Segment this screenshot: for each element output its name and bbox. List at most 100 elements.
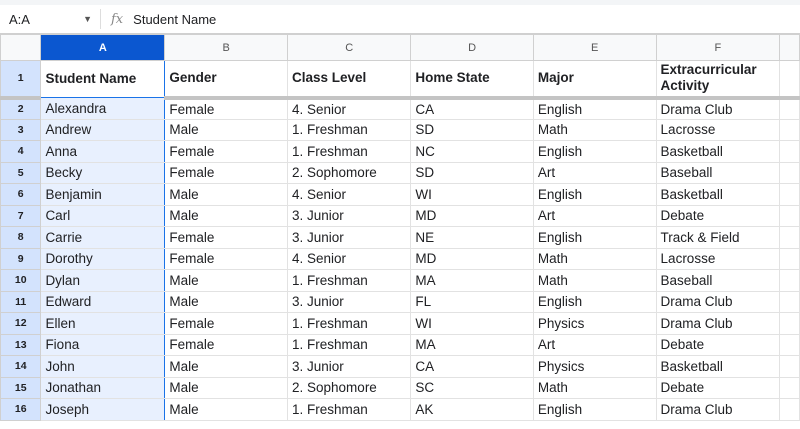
cell[interactable]: MD bbox=[410, 204, 534, 227]
cell[interactable]: Physics bbox=[532, 312, 657, 335]
header-cell[interactable]: Major bbox=[532, 60, 657, 100]
cell[interactable]: 2. Sophomore bbox=[287, 376, 412, 399]
column-header-e[interactable]: E bbox=[532, 34, 657, 61]
cell[interactable]: Drama Club bbox=[655, 312, 781, 335]
row-header[interactable]: 2 bbox=[0, 97, 42, 120]
cell[interactable]: Dylan bbox=[40, 269, 166, 292]
cell[interactable]: Basketball bbox=[655, 355, 781, 378]
cell[interactable]: Carl bbox=[40, 204, 166, 227]
cell[interactable] bbox=[779, 355, 800, 378]
cell[interactable]: Male bbox=[164, 398, 289, 421]
header-cell[interactable]: Extracurricular Activity bbox=[655, 60, 781, 100]
cell[interactable]: Female bbox=[164, 161, 289, 184]
row-header[interactable]: 15 bbox=[0, 376, 42, 399]
cell[interactable]: WI bbox=[410, 312, 534, 335]
row-header[interactable]: 13 bbox=[0, 333, 42, 356]
column-header-a[interactable]: A bbox=[40, 34, 166, 61]
cell[interactable]: English bbox=[532, 97, 657, 120]
cell[interactable] bbox=[779, 290, 800, 313]
cell[interactable]: English bbox=[532, 398, 657, 421]
cell[interactable]: Art bbox=[532, 161, 657, 184]
cell[interactable]: Drama Club bbox=[655, 97, 781, 120]
cell[interactable]: Female bbox=[164, 312, 289, 335]
cell[interactable]: Debate bbox=[655, 204, 781, 227]
column-header-f[interactable]: F bbox=[655, 34, 781, 61]
cell[interactable]: 2. Sophomore bbox=[287, 161, 412, 184]
cell[interactable]: 3. Junior bbox=[287, 204, 412, 227]
cell[interactable] bbox=[779, 376, 800, 399]
row-header[interactable]: 5 bbox=[0, 161, 42, 184]
cell[interactable]: Edward bbox=[40, 290, 166, 313]
cell[interactable]: Carrie bbox=[40, 226, 166, 249]
header-cell[interactable]: Home State bbox=[410, 60, 534, 100]
column-header-c[interactable]: C bbox=[287, 34, 412, 61]
cell[interactable]: Debate bbox=[655, 376, 781, 399]
cell[interactable]: CA bbox=[410, 355, 534, 378]
cell[interactable]: Art bbox=[532, 333, 657, 356]
cell[interactable] bbox=[779, 226, 800, 249]
cell[interactable]: English bbox=[532, 290, 657, 313]
cell[interactable]: 1. Freshman bbox=[287, 312, 412, 335]
cell[interactable]: CA bbox=[410, 97, 534, 120]
cell[interactable] bbox=[779, 247, 800, 270]
cell[interactable]: Drama Club bbox=[655, 398, 781, 421]
row-header[interactable]: 1 bbox=[0, 60, 42, 100]
cell[interactable]: Math bbox=[532, 376, 657, 399]
cell[interactable]: Baseball bbox=[655, 161, 781, 184]
cell[interactable]: Becky bbox=[40, 161, 166, 184]
cell[interactable]: English bbox=[532, 226, 657, 249]
row-header[interactable]: 3 bbox=[0, 118, 42, 141]
cell[interactable]: 3. Junior bbox=[287, 290, 412, 313]
cell[interactable]: Male bbox=[164, 204, 289, 227]
cell[interactable]: 4. Senior bbox=[287, 97, 412, 120]
cell[interactable]: Female bbox=[164, 226, 289, 249]
select-all-corner[interactable] bbox=[0, 34, 42, 61]
cell[interactable]: Math bbox=[532, 247, 657, 270]
cell[interactable]: Basketball bbox=[655, 183, 781, 206]
cell[interactable]: Fiona bbox=[40, 333, 166, 356]
cell[interactable]: Benjamin bbox=[40, 183, 166, 206]
cell[interactable]: Male bbox=[164, 355, 289, 378]
cell[interactable]: MD bbox=[410, 247, 534, 270]
cell[interactable] bbox=[779, 333, 800, 356]
cell[interactable]: Debate bbox=[655, 333, 781, 356]
row-header[interactable]: 14 bbox=[0, 355, 42, 378]
row-header[interactable]: 10 bbox=[0, 269, 42, 292]
spreadsheet-grid[interactable]: A B C D E F 1 Student Name Gender Class Level Home… bbox=[0, 34, 800, 421]
cell[interactable] bbox=[779, 161, 800, 184]
cell[interactable]: Female bbox=[164, 140, 289, 163]
cell[interactable]: English bbox=[532, 140, 657, 163]
cell[interactable]: 1. Freshman bbox=[287, 398, 412, 421]
row-header[interactable]: 8 bbox=[0, 226, 42, 249]
cell[interactable] bbox=[779, 60, 800, 100]
cell[interactable] bbox=[779, 398, 800, 421]
cell[interactable]: Track & Field bbox=[655, 226, 781, 249]
header-cell[interactable]: Gender bbox=[164, 60, 289, 100]
cell[interactable]: Male bbox=[164, 118, 289, 141]
cell[interactable]: Math bbox=[532, 269, 657, 292]
cell[interactable]: Ellen bbox=[40, 312, 166, 335]
cell[interactable]: 1. Freshman bbox=[287, 140, 412, 163]
cell[interactable]: Female bbox=[164, 247, 289, 270]
cell[interactable]: Joseph bbox=[40, 398, 166, 421]
row-header[interactable]: 12 bbox=[0, 312, 42, 335]
cell[interactable]: FL bbox=[410, 290, 534, 313]
cell[interactable]: Baseball bbox=[655, 269, 781, 292]
cell[interactable]: Lacrosse bbox=[655, 247, 781, 270]
cell[interactable]: Basketball bbox=[655, 140, 781, 163]
cell[interactable]: Jonathan bbox=[40, 376, 166, 399]
cell[interactable]: NC bbox=[410, 140, 534, 163]
cell[interactable] bbox=[779, 269, 800, 292]
cell[interactable] bbox=[779, 204, 800, 227]
cell[interactable]: Lacrosse bbox=[655, 118, 781, 141]
cell[interactable]: SC bbox=[410, 376, 534, 399]
header-cell[interactable]: Student Name bbox=[40, 60, 166, 98]
cell[interactable]: MA bbox=[410, 333, 534, 356]
cell[interactable]: MA bbox=[410, 269, 534, 292]
cell[interactable]: 3. Junior bbox=[287, 226, 412, 249]
column-header-d[interactable]: D bbox=[410, 34, 534, 61]
cell[interactable] bbox=[779, 140, 800, 163]
row-header[interactable]: 7 bbox=[0, 204, 42, 227]
cell[interactable] bbox=[779, 97, 800, 120]
cell[interactable]: English bbox=[532, 183, 657, 206]
